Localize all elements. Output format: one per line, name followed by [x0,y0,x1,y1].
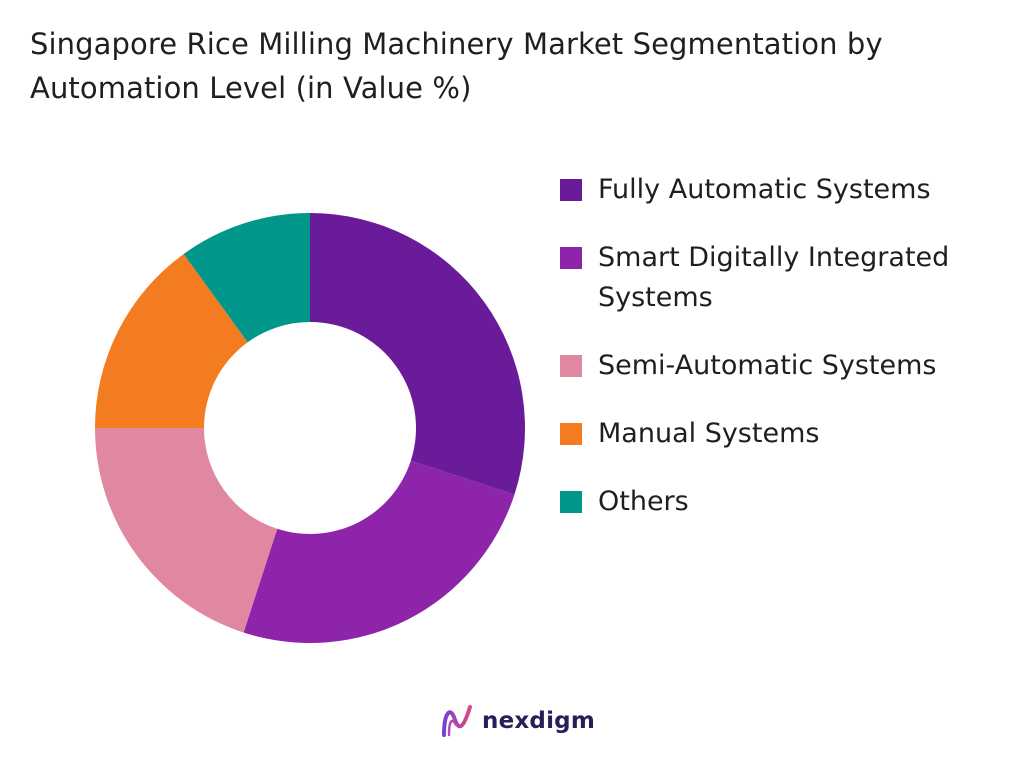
legend-swatch [560,247,582,269]
legend-swatch [560,423,582,445]
chart-legend: Fully Automatic Systems Smart Digitally … [560,170,1010,550]
legend-item-semi-automatic: Semi-Automatic Systems [560,346,1010,386]
donut-slice-smart-digitally-integrated-systems [243,460,515,644]
legend-item-others: Others [560,482,1010,522]
legend-label: Fully Automatic Systems [598,174,931,205]
donut-slice-manual-systems [95,254,248,428]
brand-name: nexdigm [482,708,595,734]
donut-slice-others [183,213,310,343]
legend-label: Semi-Automatic Systems [598,350,937,381]
chart-title: Singapore Rice Milling Machinery Market … [30,27,883,105]
legend-swatch [560,355,582,377]
donut-chart [95,213,526,644]
legend-label: Others [598,486,689,517]
legend-swatch [560,491,582,513]
legend-item-manual: Manual Systems [560,414,1010,454]
donut-slice-fully-automatic-systems [310,213,526,495]
legend-label: Smart Digitally Integrated Systems [598,242,950,313]
legend-item-smart-digital: Smart Digitally Integrated Systems [560,238,1010,318]
nexdigm-logo-icon [442,705,472,737]
legend-item-fully-automatic: Fully Automatic Systems [560,170,1010,210]
legend-label: Manual Systems [598,418,820,449]
legend-swatch [560,179,582,201]
brand-logo: nexdigm [440,703,595,739]
donut-slice-semi-automatic-systems [95,428,278,633]
